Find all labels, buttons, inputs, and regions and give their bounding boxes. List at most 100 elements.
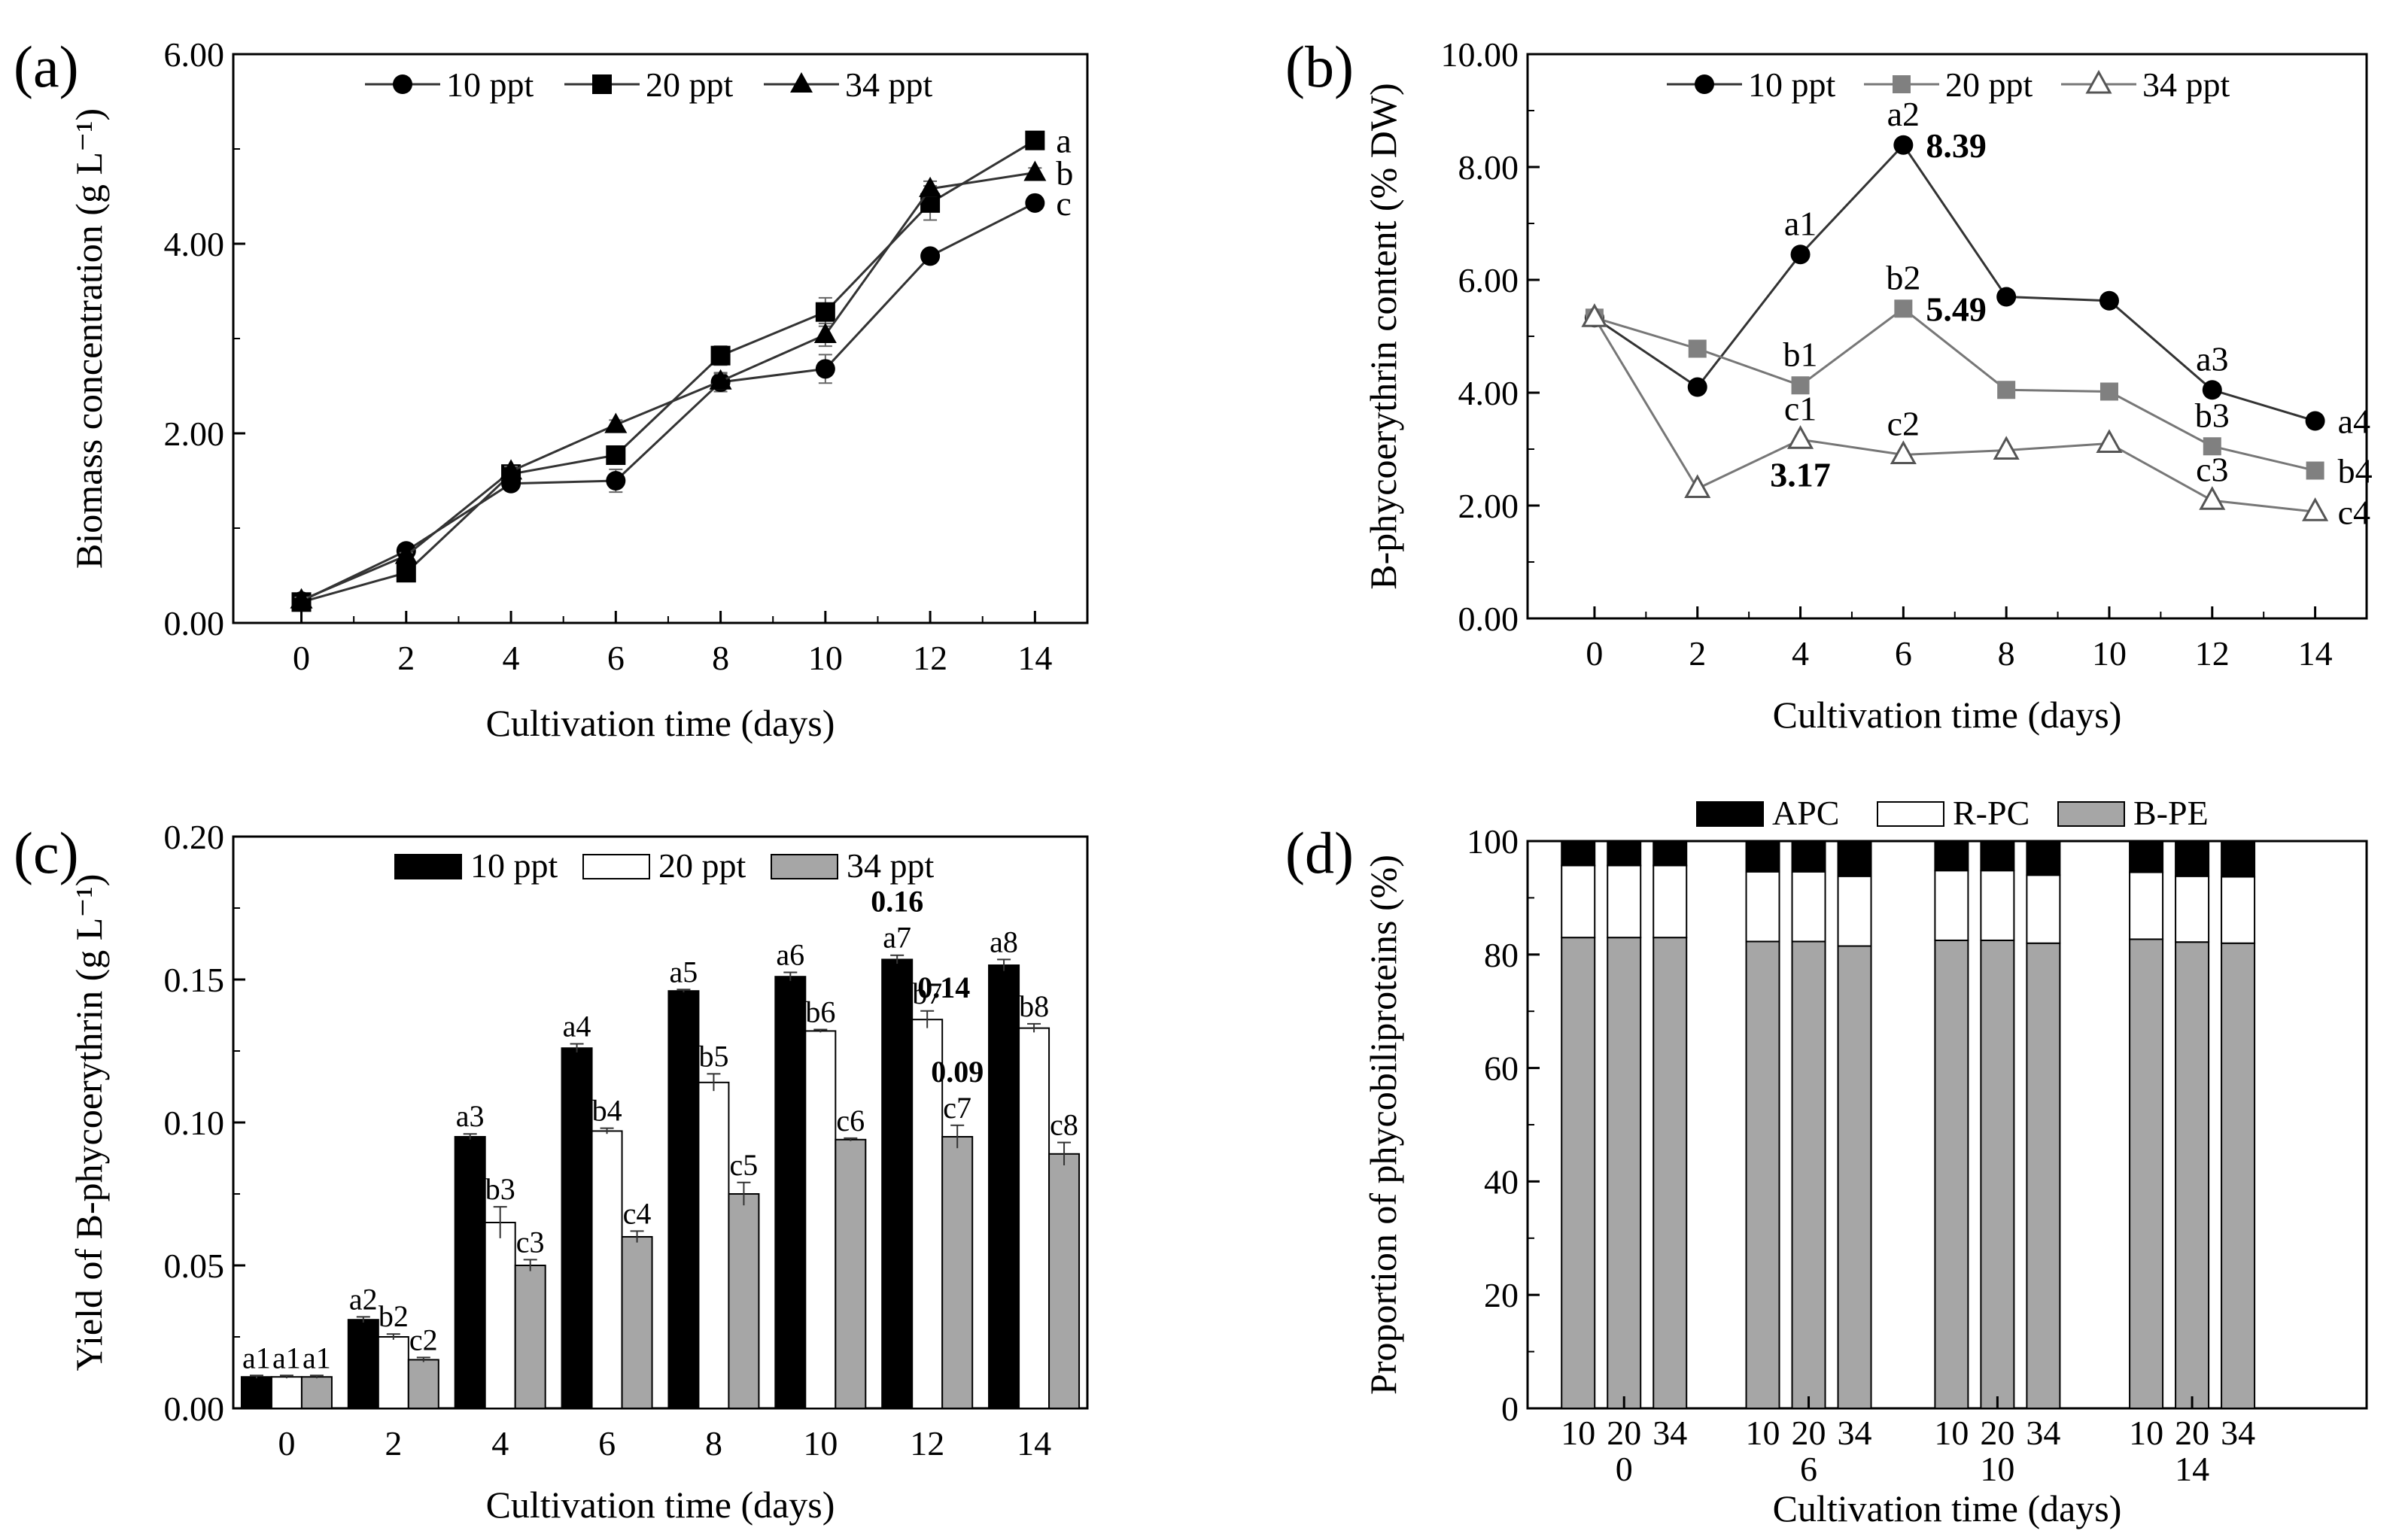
- significance-label: b5: [698, 1039, 728, 1073]
- x-tick-label: 8: [1998, 634, 2015, 673]
- bar: [561, 1047, 593, 1409]
- x-group-label: 6: [1800, 1450, 1817, 1488]
- stacked-bar-segment: [1791, 870, 1826, 943]
- x-subcategory-label: 20: [1980, 1414, 2014, 1452]
- stacked-bar-segment: [2175, 875, 2210, 943]
- annotation-label: a2: [1887, 95, 1920, 133]
- annotation-label: a1: [1784, 204, 1817, 242]
- x-group-label: 0: [1616, 1450, 1633, 1488]
- stacked-bar-segment: [1561, 840, 1596, 867]
- bar: [774, 976, 807, 1409]
- series-line: [301, 139, 1036, 603]
- data-point: [1684, 474, 1711, 498]
- significance-label: c8: [1050, 1108, 1078, 1142]
- stacked-bar-segment: [2129, 840, 2164, 873]
- annotation-label: c2: [1887, 405, 1920, 443]
- data-point: [290, 588, 313, 609]
- y-tick-label: 0.00: [164, 604, 225, 642]
- x-subcategory-label: 10: [1746, 1414, 1780, 1452]
- bar: [881, 958, 914, 1409]
- bar: [377, 1336, 409, 1409]
- significance-label: c2: [409, 1323, 438, 1356]
- significance-label: a7: [883, 921, 911, 955]
- bar: [407, 1359, 439, 1410]
- legend-swatch: [1696, 801, 1764, 827]
- legend-swatch: [2057, 801, 2125, 827]
- stacked-bar-segment: [1837, 840, 1872, 877]
- bar: [484, 1222, 516, 1409]
- x-tick-label: 6: [598, 1424, 616, 1463]
- data-point: [815, 359, 835, 379]
- significance-label: b8: [1019, 989, 1049, 1023]
- x-tick-label: 6: [607, 639, 625, 677]
- annotation-label: c3: [2196, 450, 2228, 488]
- x-tick-label: 10: [803, 1424, 838, 1463]
- x-tick-label: 4: [491, 1424, 509, 1463]
- significance-label: a4: [563, 1010, 591, 1043]
- data-point: [1893, 135, 1914, 155]
- x-subcategory-label: 10: [2129, 1414, 2163, 1452]
- panel-label-b: (b): [1285, 34, 1354, 99]
- stacked-bar-segment: [1561, 937, 1596, 1410]
- data-point: [606, 471, 626, 491]
- legend-label: R-PC: [1953, 794, 2030, 832]
- stacked-bar-segment: [1980, 939, 2015, 1409]
- data-point: [1993, 436, 2020, 460]
- stacked-bar-segment: [1561, 864, 1596, 939]
- legend-swatch: [394, 854, 462, 879]
- significance-label: a: [1056, 122, 1071, 160]
- y-tick-label: 80: [1484, 936, 1519, 974]
- significance-label: a3: [456, 1099, 485, 1133]
- significance-label: c7: [943, 1091, 971, 1125]
- stacked-bar-segment: [1934, 840, 1969, 872]
- significance-label: b3: [485, 1172, 515, 1206]
- significance-label: c4: [623, 1196, 652, 1230]
- legend-marker: [1893, 75, 1911, 93]
- annotation-label: b1: [1783, 335, 1818, 373]
- y-tick-label: 8.00: [1458, 148, 1519, 187]
- x-tick-label: 12: [913, 639, 947, 677]
- data-point: [1688, 339, 1707, 358]
- x-tick-label: 0: [1586, 634, 1603, 673]
- x-tick-label: 14: [1017, 639, 1052, 677]
- significance-label: b: [1056, 154, 1073, 193]
- stacked-bar-segment: [2129, 871, 2164, 940]
- bar: [911, 1019, 944, 1409]
- stacked-bar-segment: [2026, 942, 2061, 1409]
- legend-label: 10 ppt: [470, 846, 558, 885]
- significance-label: c3: [516, 1225, 545, 1259]
- annotation-label: 3.17: [1770, 455, 1831, 494]
- data-point: [1023, 160, 1047, 181]
- y-axis-title: Yield of B-phycoerythrin (g L⁻¹): [68, 874, 110, 1371]
- stacked-bar-segment: [1607, 840, 1642, 867]
- significance-label: a1: [272, 1341, 301, 1374]
- data-point: [709, 369, 732, 390]
- significance-label: a1: [303, 1341, 331, 1374]
- y-tick-label: 40: [1484, 1162, 1519, 1201]
- x-tick-label: 8: [712, 639, 729, 677]
- data-point: [1790, 245, 1811, 265]
- y-tick-label: 6.00: [164, 35, 225, 74]
- legend-marker: [1695, 74, 1714, 94]
- y-tick-label: 10.00: [1441, 35, 1519, 74]
- y-axis-title: Biomass concentration (g L⁻¹): [68, 108, 110, 569]
- legend-swatch: [1877, 801, 1944, 827]
- legend-label: APC: [1772, 794, 1839, 832]
- data-point: [2099, 382, 2118, 401]
- significance-label: a2: [349, 1282, 378, 1316]
- data-point: [2302, 497, 2329, 521]
- data-point: [394, 543, 418, 564]
- significance-label: b4: [592, 1094, 622, 1128]
- y-tick-label: 60: [1484, 1049, 1519, 1088]
- data-point: [2202, 380, 2222, 400]
- data-point: [815, 302, 835, 322]
- data-point: [606, 445, 626, 465]
- data-point: [1894, 299, 1913, 318]
- x-tick-label: 4: [503, 639, 520, 677]
- bar: [621, 1236, 653, 1409]
- bar: [728, 1193, 760, 1409]
- data-point: [1025, 130, 1045, 150]
- legend-label: 34 ppt: [2142, 65, 2230, 104]
- annotation-label: 8.39: [1926, 126, 1987, 165]
- legend-marker: [790, 72, 813, 93]
